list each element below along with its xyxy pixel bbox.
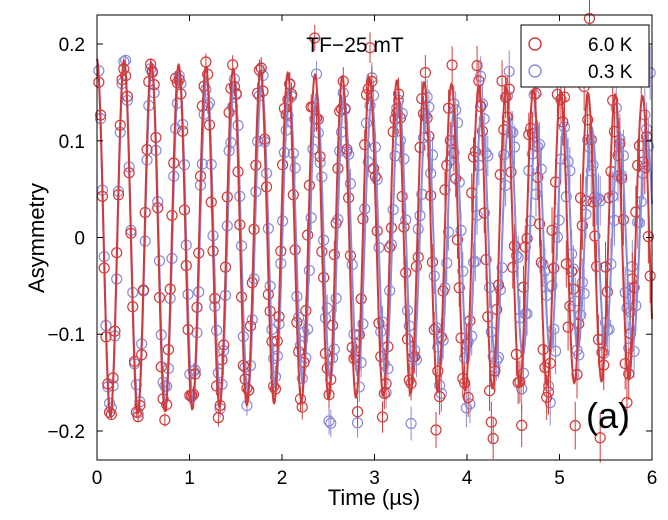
x-tick-label: 2 (277, 468, 288, 489)
data-point (475, 70, 487, 82)
series-0-fit-line (96, 58, 653, 418)
x-tick-label: 3 (369, 468, 380, 489)
x-tick-label: 1 (184, 468, 195, 489)
tick-layer: 0 1 2 3 4 5 6 −0.2 −0.1 0 0.1 0.2 (47, 15, 657, 489)
y-tick-label: 0.2 (59, 35, 85, 56)
x-tick-label: 0 (92, 468, 103, 489)
legend-box (520, 24, 650, 88)
data-point (405, 417, 417, 430)
data-point (516, 419, 528, 431)
data-point (621, 396, 633, 409)
data-point (426, 149, 439, 161)
data-point (159, 414, 171, 426)
legend-label-03k: 0.3 K (588, 62, 633, 83)
x-tick-label: 4 (462, 468, 473, 489)
data-layer (93, 0, 656, 463)
data-point (464, 398, 476, 410)
data-point (289, 162, 301, 174)
data-point (503, 83, 515, 95)
data-point (309, 32, 321, 44)
legend-label-6k: 6.0 K (588, 35, 633, 56)
data-point (485, 416, 497, 428)
panel-label: (a) (586, 395, 630, 436)
data-point (460, 402, 472, 414)
data-point (596, 346, 608, 358)
data-point (448, 147, 460, 159)
y-tick-label: −0.2 (47, 422, 85, 443)
x-axis-title: Time (µs) (328, 485, 421, 510)
data-point (496, 75, 508, 87)
x-tick-label: 5 (554, 468, 565, 489)
data-point (432, 365, 444, 377)
data-point (462, 391, 474, 404)
data-point (376, 411, 389, 423)
data-point (616, 172, 628, 185)
y-tick-label: 0.1 (59, 132, 85, 153)
data-point (516, 383, 528, 395)
data-point (212, 412, 224, 424)
y-tick-label: −0.1 (47, 325, 85, 346)
data-point (582, 114, 594, 126)
data-point (364, 42, 376, 54)
y-axis-title: Asymmetry (24, 183, 49, 293)
data-point (434, 391, 446, 403)
data-point (325, 417, 337, 429)
data-point (492, 351, 505, 363)
data-point (487, 432, 499, 445)
data-point (321, 302, 333, 314)
data-point (351, 406, 364, 418)
x-tick-label: 6 (647, 468, 658, 489)
data-point (323, 415, 335, 427)
data-point (617, 214, 629, 226)
data-point (583, 12, 596, 25)
data-point (562, 321, 574, 333)
data-point (537, 258, 549, 271)
data-point (569, 420, 581, 432)
data-point (419, 66, 431, 79)
legend: 6.0 K 0.3 K (520, 24, 650, 88)
data-point (471, 60, 483, 72)
data-point (594, 432, 606, 444)
data-point (508, 240, 521, 252)
data-point (446, 59, 458, 71)
legend-marker-6k (528, 37, 542, 51)
data-point (542, 386, 555, 398)
annotation-field: TF−25 mT (306, 34, 404, 57)
legend-marker-03k (528, 64, 542, 78)
y-tick-label: 0 (74, 229, 85, 250)
data-point (530, 87, 542, 99)
data-point (541, 391, 553, 403)
data-point (430, 424, 442, 436)
